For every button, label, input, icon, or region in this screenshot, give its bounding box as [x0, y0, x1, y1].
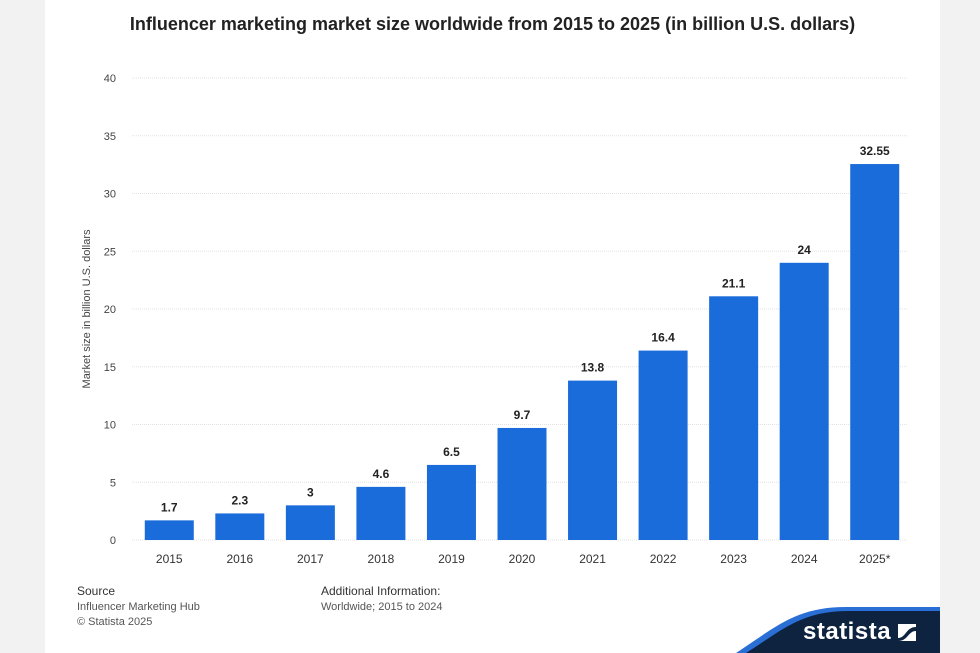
y-axis-label: Market size in billion U.S. dollars [81, 229, 93, 388]
bar [426, 464, 476, 540]
bar [215, 513, 265, 540]
data-label: 3 [307, 485, 314, 499]
y-tick-label: 15 [104, 362, 116, 374]
x-tick-label: 2019 [438, 552, 465, 566]
x-tick-label: 2022 [650, 552, 677, 566]
copyright-text: © Statista 2025 [77, 616, 153, 628]
x-tick-label: 2020 [509, 552, 536, 566]
data-label: 24 [798, 243, 812, 257]
info-heading: Additional Information: [321, 584, 441, 598]
statista-logo[interactable]: statista [803, 618, 892, 645]
bar [285, 505, 335, 540]
y-tick-label: 10 [104, 420, 116, 432]
source-text[interactable]: Influencer Marketing Hub [77, 601, 200, 613]
bar [779, 262, 829, 540]
data-label: 2.3 [231, 493, 248, 507]
bar [497, 427, 547, 540]
bar [356, 486, 406, 540]
bar [144, 520, 194, 540]
data-label: 16.4 [651, 331, 675, 345]
data-label: 21.1 [722, 276, 746, 290]
x-tick-label: 2021 [579, 552, 606, 566]
chart-title: Influencer marketing market size worldwi… [129, 14, 856, 34]
x-tick-label: 2015 [156, 552, 183, 566]
x-tick-label: 2024 [791, 552, 818, 566]
y-tick-label: 35 [104, 131, 116, 143]
y-tick-label: 30 [104, 189, 116, 201]
data-label: 9.7 [514, 408, 531, 422]
x-tick-label: 2016 [226, 552, 253, 566]
info-text: Worldwide; 2015 to 2024 [321, 601, 443, 613]
data-label: 13.8 [581, 361, 605, 375]
x-tick-label: 2025* [859, 552, 891, 566]
data-label: 4.6 [373, 467, 390, 481]
bar [709, 296, 759, 540]
bar [850, 164, 900, 541]
x-tick-label: 2023 [720, 552, 747, 566]
data-label: 32.55 [860, 144, 890, 158]
y-tick-label: 25 [104, 246, 116, 258]
source-heading: Source [77, 584, 116, 598]
y-tick-label: 20 [104, 304, 116, 316]
data-label: 1.7 [161, 500, 178, 514]
x-tick-label: 2018 [368, 552, 395, 566]
y-tick-label: 40 [104, 73, 116, 85]
x-tick-label: 2017 [297, 552, 324, 566]
bar [638, 350, 688, 540]
y-tick-label: 5 [110, 477, 116, 489]
bar-chart: 0 5 10 15 20 25 30 35 40 Market size in billion U… [81, 73, 908, 566]
statista-logo-banner [736, 607, 940, 653]
y-tick-label: 0 [110, 535, 116, 547]
data-label: 6.5 [443, 445, 460, 459]
additional-info-block: Additional Information: Worldwide; 2015 … [321, 584, 443, 615]
bar [568, 380, 618, 540]
source-block: Source Influencer Marketing Hub © Statis… [77, 584, 200, 630]
